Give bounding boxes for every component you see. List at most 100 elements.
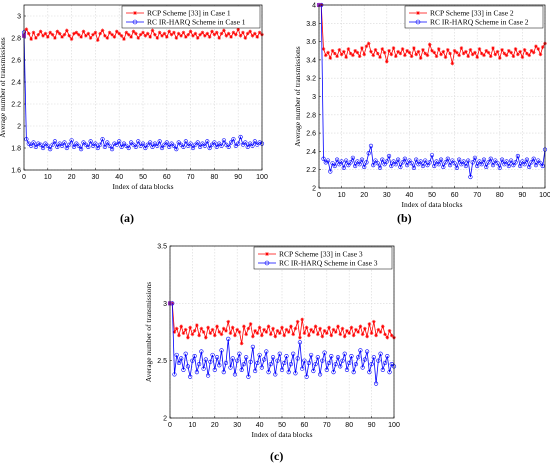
data-point — [202, 143, 207, 148]
data-point — [223, 360, 229, 366]
data-point — [190, 358, 195, 363]
data-point — [368, 143, 374, 149]
data-point — [385, 59, 389, 64]
data-point — [385, 353, 390, 359]
data-point — [172, 30, 176, 35]
data-point — [248, 359, 253, 364]
data-point — [48, 30, 52, 35]
data-point — [183, 139, 188, 144]
data-point — [219, 31, 224, 36]
data-point — [373, 381, 379, 386]
data-point — [466, 158, 471, 163]
data-point — [337, 162, 342, 167]
data-point — [259, 365, 264, 370]
data-point — [239, 367, 244, 372]
x-tick-label: 0 — [317, 192, 321, 199]
data-point — [464, 49, 468, 54]
data-point — [298, 335, 302, 340]
data-point — [244, 355, 249, 360]
data-point — [367, 322, 372, 326]
data-point — [540, 163, 545, 169]
data-point — [257, 30, 262, 35]
data-point — [509, 158, 514, 163]
data-point — [110, 32, 114, 37]
data-point — [221, 138, 227, 143]
x-tick-label: 60 — [451, 192, 459, 199]
data-point — [240, 142, 246, 147]
chart-panel-a: 0 10 20 30 40 50 60 70 80 90 100 1.6 1.8 2 2.2 2.4 2.6 2.… — [0, 0, 275, 210]
data-point — [81, 140, 86, 145]
data-point — [418, 56, 423, 60]
y-tick-label: 2.2 — [11, 102, 21, 109]
data-point — [131, 142, 136, 147]
data-point — [400, 160, 405, 165]
data-point — [527, 53, 531, 58]
data-point — [43, 141, 48, 146]
x-tick-label: 90 — [519, 192, 527, 199]
data-point — [387, 370, 392, 375]
data-point — [194, 370, 199, 375]
data-point — [365, 334, 369, 339]
data-point — [262, 327, 266, 332]
data-point — [107, 143, 112, 148]
data-point — [212, 367, 217, 372]
data-point — [277, 331, 282, 335]
data-point — [188, 141, 193, 146]
data-point — [389, 362, 394, 367]
data-point — [309, 327, 313, 332]
legend-entry-1: RCP Scheme [33] in Case 3 — [279, 250, 363, 259]
data-point — [515, 153, 520, 159]
data-point — [55, 144, 60, 149]
chart-svg-b: 0 10 20 30 40 50 60 70 80 90 100 2 2.2 2.4 2.6 2.8 3 3.2 3… — [293, 3, 550, 210]
data-point — [122, 37, 126, 41]
x-tick-label: 20 — [211, 422, 219, 429]
data-point — [93, 141, 98, 146]
y-tick-label: 1.6 — [11, 168, 21, 175]
data-point — [162, 142, 167, 147]
data-point — [76, 143, 81, 148]
data-point — [52, 139, 58, 144]
x-tick-label: 90 — [234, 174, 242, 181]
x-tick-label: 10 — [44, 174, 52, 181]
data-point — [452, 48, 457, 53]
data-point — [342, 49, 346, 54]
data-point — [34, 36, 38, 40]
data-point — [208, 331, 213, 335]
data-point — [387, 48, 391, 53]
data-point — [366, 151, 371, 156]
data-point — [364, 44, 369, 48]
legend-swatch-marker — [133, 11, 137, 15]
data-point — [138, 32, 143, 37]
data-point — [207, 145, 212, 151]
x-tick-label: 80 — [211, 174, 219, 181]
data-point — [243, 140, 248, 145]
data-point — [318, 326, 322, 331]
data-point — [203, 34, 207, 38]
data-point — [359, 157, 365, 162]
data-point — [217, 36, 221, 40]
data-point — [490, 163, 496, 168]
data-point — [45, 143, 50, 148]
data-point — [205, 31, 210, 36]
plot-frame — [23, 4, 263, 171]
data-point — [333, 51, 337, 56]
legend-box — [404, 5, 544, 29]
data-point — [36, 32, 41, 37]
data-point — [55, 29, 60, 34]
data-point — [219, 332, 224, 337]
y-tick-label: 3.6 — [306, 39, 316, 46]
data-point — [217, 363, 222, 368]
data-point — [420, 163, 426, 169]
x-tick-label: 80 — [496, 192, 504, 199]
data-point — [336, 324, 340, 329]
data-point — [291, 351, 296, 356]
x-tick-label: 30 — [233, 422, 241, 429]
data-point — [174, 352, 179, 358]
data-point — [491, 46, 495, 50]
data-point — [348, 51, 353, 56]
data-point — [188, 29, 193, 34]
data-point — [357, 162, 362, 167]
data-point — [386, 153, 392, 159]
data-point — [311, 330, 316, 334]
data-point — [232, 372, 238, 377]
